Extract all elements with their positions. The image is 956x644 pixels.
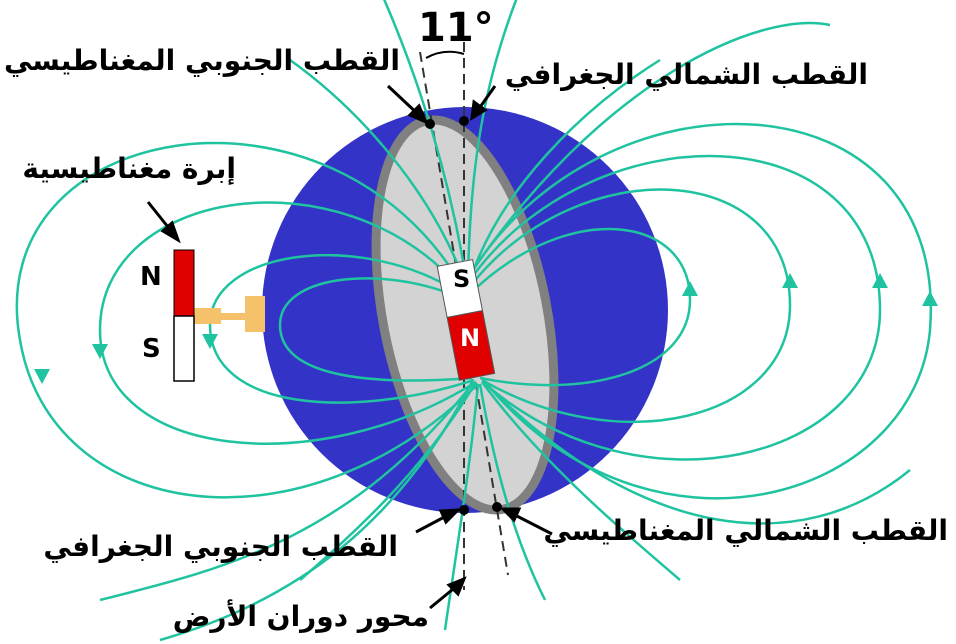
bar-magnet-north-label: N xyxy=(460,324,481,352)
needle-south-label: S xyxy=(142,334,161,364)
field-line xyxy=(278,277,473,382)
field-direction-arrow xyxy=(922,291,938,306)
field-line xyxy=(208,254,475,404)
field-lines xyxy=(15,0,938,642)
needle-north-half xyxy=(173,249,195,317)
north-magnetic-pole-dot xyxy=(492,502,502,512)
field-line xyxy=(478,383,547,601)
field-direction-arrow xyxy=(34,369,50,384)
magnetic-needle-label: إبرة مغناطيسية xyxy=(22,152,236,185)
field-line xyxy=(464,21,831,281)
north-geographic-pole-dot xyxy=(459,116,469,126)
needle-north-label: N xyxy=(140,262,162,292)
field-line xyxy=(480,381,681,581)
field-direction-arrow xyxy=(682,281,698,296)
rotation-axis-label: محور دوران الأرض xyxy=(172,600,429,633)
field-direction-arrow xyxy=(202,334,218,349)
field-direction-arrow xyxy=(872,273,888,288)
bar-magnet-south-label: S xyxy=(453,265,471,293)
field-line xyxy=(98,201,477,445)
field-line xyxy=(483,381,911,525)
field-line xyxy=(466,122,933,500)
field-direction-arrow xyxy=(92,344,108,359)
bar-magnet xyxy=(436,258,496,381)
field-line xyxy=(468,154,882,461)
angle-label: 11° xyxy=(418,5,494,51)
south-magnetic-pole-label: القطب الجنوبي المغناطيسي xyxy=(3,44,400,77)
field-line xyxy=(289,58,466,281)
field-line xyxy=(468,58,661,281)
field-line xyxy=(382,0,468,279)
north-geographic-pole-label: القطب الشمالي الجغرافي xyxy=(504,58,868,91)
field-line xyxy=(473,227,692,387)
needle-south-half xyxy=(173,315,195,382)
field-direction-arrow xyxy=(782,273,798,288)
needle-mount xyxy=(193,296,265,332)
south-geographic-pole-label: القطب الجنوبي الجغرافي xyxy=(43,530,398,563)
north-magnetic-pole-label: القطب الشمالي المغناطيسي xyxy=(543,514,948,547)
field-line xyxy=(99,381,475,602)
angle-arc xyxy=(425,50,465,59)
south-magnetic-pole-dot xyxy=(425,119,435,129)
field-line xyxy=(299,381,478,581)
field-line xyxy=(159,381,474,642)
field-line xyxy=(15,141,479,499)
pointer-arrows xyxy=(146,84,553,610)
south-geographic-pole-dot xyxy=(459,505,469,515)
field-line xyxy=(471,188,792,424)
field-line xyxy=(466,0,518,279)
